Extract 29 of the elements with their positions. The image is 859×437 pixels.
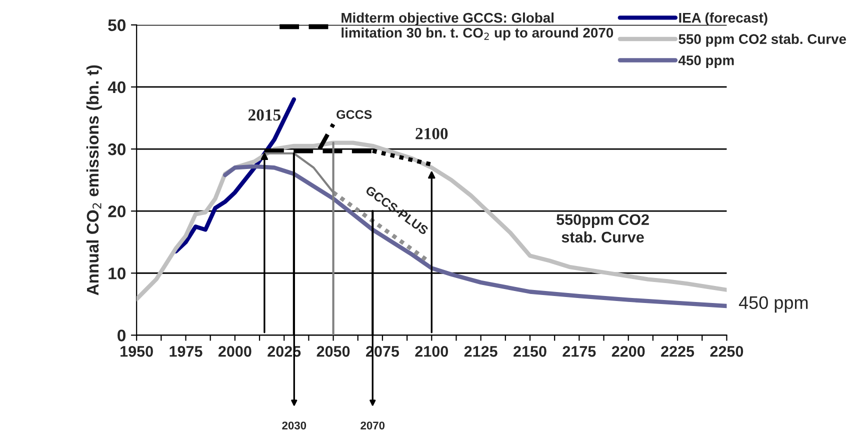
x-tick-label: 1975 <box>170 346 202 357</box>
x-tick-label: 1950 <box>120 346 153 357</box>
y-tick-label: 40 <box>108 81 126 94</box>
y-axis-title: Annual CO$_{2}$ emissions (bn. t) <box>86 65 102 296</box>
annotation: 2015 <box>248 109 280 121</box>
x-tick-label: 2225 <box>661 346 694 357</box>
x-tick-label: 2250 <box>710 346 744 357</box>
legend-label: 550 ppm CO2 stab. Curve <box>678 34 846 47</box>
x-tick-label: 2200 <box>612 346 645 357</box>
text: 450 ppm <box>738 296 808 313</box>
legend-label: IEA (forecast) <box>679 12 768 26</box>
y-tick-label: 30 <box>108 143 126 156</box>
y-tick-label: 50 <box>108 19 126 32</box>
y-tick-label: 20 <box>108 205 126 218</box>
y-tick-label: 0 <box>118 330 126 342</box>
text: 2070 <box>360 422 385 430</box>
x-tick-label: 2175 <box>562 346 596 357</box>
x-tick-label: 2125 <box>464 346 498 357</box>
x-tick-label: 2150 <box>514 346 546 357</box>
text: 2030 <box>282 422 306 430</box>
annotation: GCCS <box>336 110 372 119</box>
y-tick-label: 10 <box>108 268 126 280</box>
x-tick-label: 2050 <box>316 346 350 357</box>
annotation: 2100 <box>416 128 448 140</box>
legend-label: 450 ppm <box>678 55 734 68</box>
annotation: 550ppm CO2 stab. Curve <box>556 214 649 243</box>
x-tick-label: 2000 <box>218 346 252 357</box>
x-tick-label: 2100 <box>415 346 448 357</box>
legend-label: Midterm objective GCCS: Global limitation 30 bn. t. CO$_{2}$ up to around 2070 <box>342 12 614 40</box>
